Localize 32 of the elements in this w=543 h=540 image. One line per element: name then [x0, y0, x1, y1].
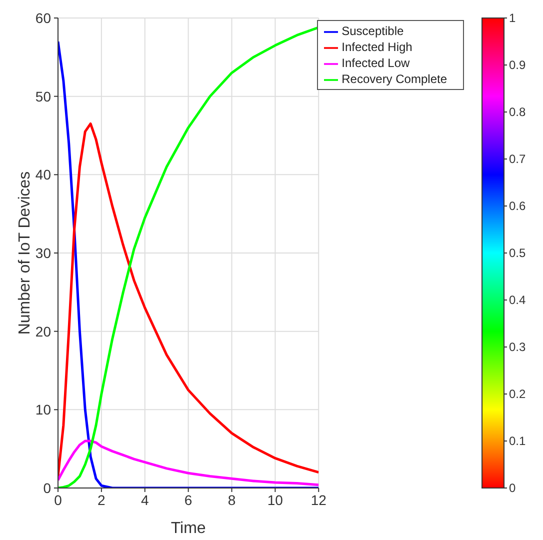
color-bar-label: 0.8	[509, 105, 526, 119]
legend-label: Recovery Complete	[342, 72, 447, 86]
x-tick-label: 0	[54, 492, 62, 508]
x-tick-label: 8	[228, 492, 236, 508]
line-series	[58, 122, 319, 478]
color-bar-label: 0.3	[509, 340, 526, 354]
y-tick-label: 50	[35, 88, 52, 104]
color-bar-label: 0.6	[509, 199, 526, 213]
color-bar-label: 0.9	[509, 58, 526, 72]
color-bar-label: 0	[509, 481, 516, 495]
x-tick-label: 4	[140, 492, 149, 508]
y-tick-label: 30	[35, 244, 52, 261]
color-bar-label: 0.4	[509, 293, 526, 307]
color-bar-label: 0.2	[509, 387, 526, 401]
legend-label: Susceptible	[342, 24, 404, 38]
x-tick-label: 10	[267, 492, 284, 508]
y-tick-label: 0	[43, 480, 52, 496]
legend-label: Infected High	[342, 40, 412, 54]
y-tick-label: 60	[35, 10, 52, 26]
y-tick-label: 20	[35, 323, 52, 340]
x-axis-title: Time	[170, 520, 206, 537]
y-tick-label: 10	[35, 402, 52, 418]
y-axis-title: Number of IoT Devices	[16, 171, 34, 335]
color-bar-label: 0.5	[509, 246, 526, 260]
x-tick-label: 6	[184, 492, 192, 508]
color-bar-label: 0.7	[509, 152, 526, 166]
color-bar-label: 0.1	[509, 434, 526, 448]
y-tick-label: 40	[35, 166, 52, 183]
legend-label: Infected Low	[342, 56, 410, 70]
x-tick-label: 2	[98, 492, 106, 508]
x-tick-label: 12	[310, 492, 327, 508]
color-bar-label: 1	[509, 11, 516, 25]
